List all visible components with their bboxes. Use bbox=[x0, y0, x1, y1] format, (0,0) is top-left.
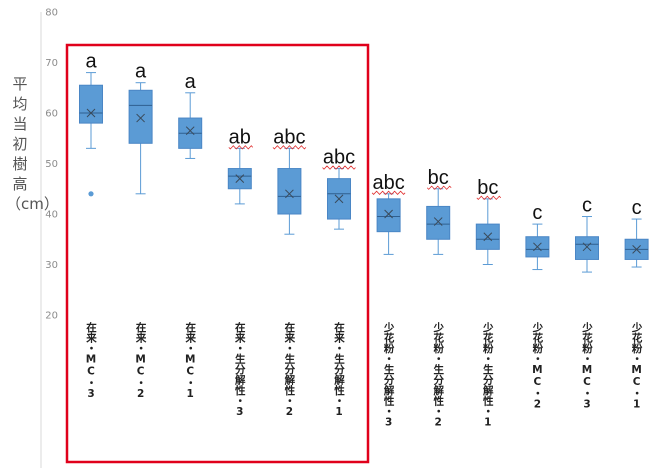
y-tick-label: 70 bbox=[45, 58, 58, 69]
group-letter: abc bbox=[273, 126, 305, 148]
y-tick-label: 60 bbox=[45, 109, 58, 120]
group-letter: c bbox=[532, 202, 542, 224]
spell-underline bbox=[371, 190, 406, 195]
spell-underline bbox=[228, 145, 254, 150]
y-tick-label: 40 bbox=[45, 210, 58, 221]
mean-marker bbox=[632, 244, 641, 254]
category-label: 在来・MC・2 bbox=[134, 322, 147, 400]
y-axis-label: 平均当初樹高（cm） bbox=[6, 75, 59, 213]
mean-marker bbox=[86, 108, 96, 118]
category-label: 少花粉・MC・3 bbox=[581, 322, 593, 411]
box bbox=[376, 198, 401, 233]
group-letter: a bbox=[135, 61, 147, 83]
group-letter: abc bbox=[372, 172, 404, 194]
spell-underline bbox=[322, 165, 356, 170]
group-letter: bc bbox=[428, 167, 449, 189]
group-letter: abc bbox=[323, 147, 355, 169]
mean-marker bbox=[582, 242, 592, 252]
group-letter: c bbox=[582, 195, 592, 217]
box bbox=[128, 89, 153, 144]
spell-underline bbox=[476, 195, 502, 201]
spell-underline bbox=[272, 145, 307, 150]
mean-marker bbox=[483, 232, 493, 242]
y-tick-label: 80 bbox=[45, 8, 58, 19]
mean-marker bbox=[185, 126, 195, 136]
mean-marker bbox=[235, 174, 245, 184]
group-letter: a bbox=[85, 51, 97, 73]
box bbox=[79, 84, 103, 124]
group-letter: c bbox=[632, 197, 642, 219]
outlier-point bbox=[88, 191, 94, 197]
category-label: 少花粉・生分解性・1 bbox=[481, 322, 494, 429]
category-label: 在来・生分解性・3 bbox=[233, 322, 246, 418]
category-label: 在来・生分解性・1 bbox=[333, 322, 345, 418]
y-tick-label: 50 bbox=[45, 159, 58, 170]
group-letter: a bbox=[185, 71, 197, 93]
highlight-frame bbox=[65, 43, 370, 464]
box bbox=[277, 168, 302, 215]
mean-marker bbox=[533, 242, 542, 252]
category-label: 在来・MC・1 bbox=[184, 322, 197, 400]
spell-underline bbox=[426, 185, 452, 190]
mean-marker bbox=[136, 113, 145, 123]
mean-marker bbox=[433, 217, 443, 226]
category-label: 少花粉・生分解性・2 bbox=[432, 322, 445, 429]
y-tick-label: 30 bbox=[45, 260, 58, 271]
category-label: 少花粉・MC・2 bbox=[531, 322, 544, 411]
category-label: 在来・MC・3 bbox=[85, 322, 97, 400]
mean-marker bbox=[334, 194, 344, 204]
box bbox=[426, 205, 451, 240]
y-tick-label: 20 bbox=[45, 311, 58, 322]
category-label: 少花粉・生分解性・3 bbox=[382, 322, 395, 429]
mean-marker bbox=[384, 209, 393, 219]
mean-marker bbox=[285, 189, 294, 199]
group-letter: bc bbox=[477, 177, 498, 199]
category-label: 在来・生分解性・2 bbox=[283, 322, 296, 418]
category-label: 少花粉・MC・1 bbox=[630, 322, 643, 411]
box bbox=[575, 236, 599, 260]
group-letter: ab bbox=[229, 126, 251, 148]
